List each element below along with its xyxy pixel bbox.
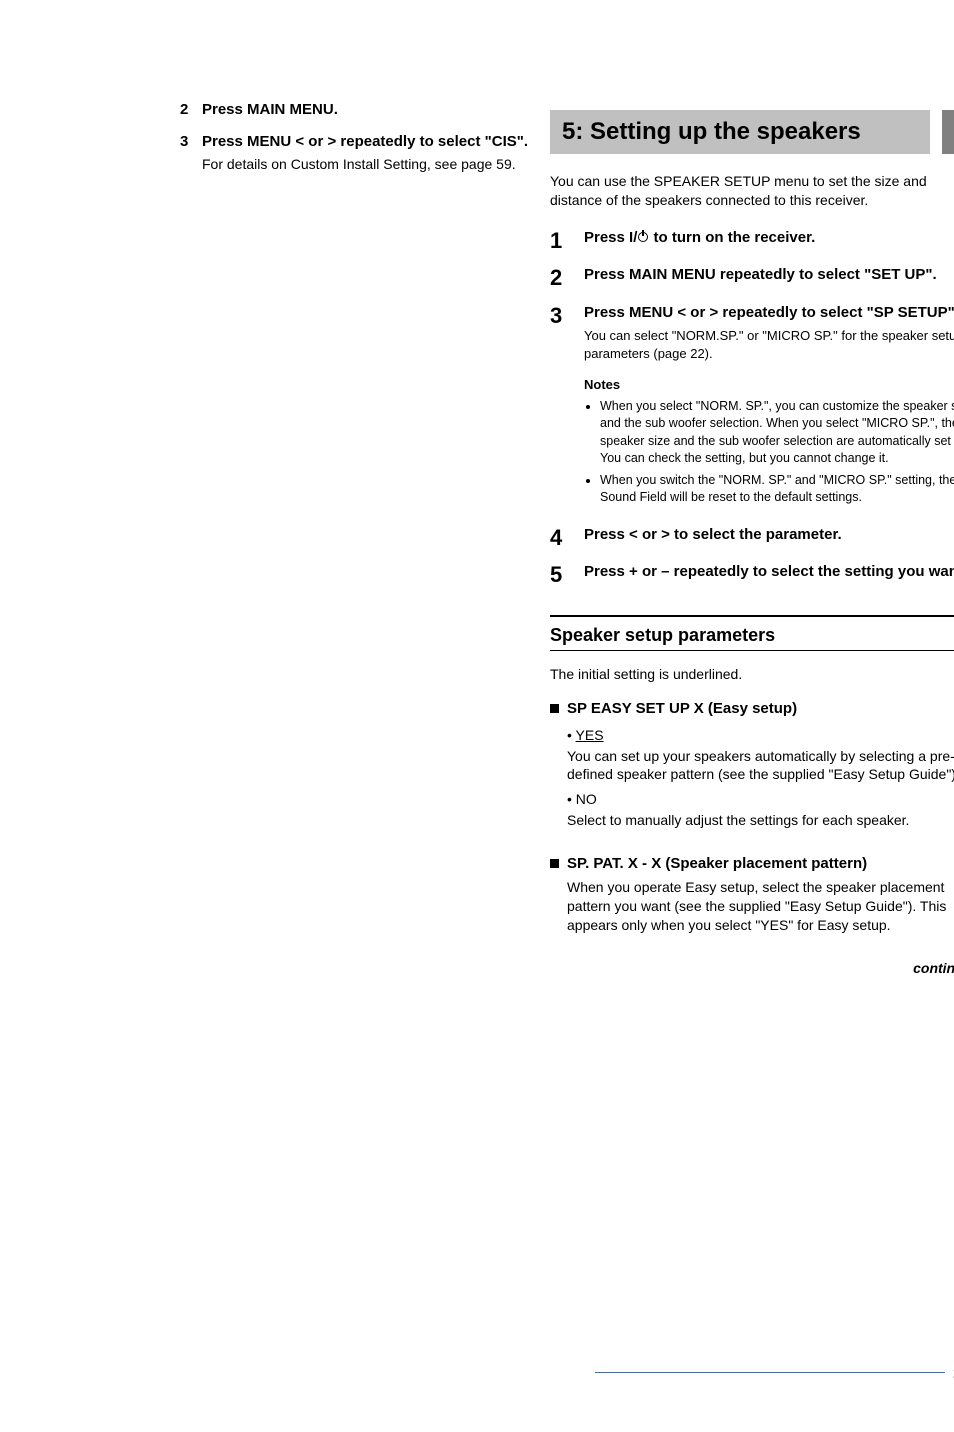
- param-subhead: Speaker setup parameters: [550, 623, 954, 647]
- param-easy-setup: SP EASY SET UP X (Easy setup) • YES You …: [550, 699, 954, 830]
- left-step-2-lead: Press MAIN MENU.: [202, 100, 530, 120]
- param-sp-pattern-title: SP. PAT. X - X (Speaker placement patter…: [567, 854, 867, 874]
- param-sp-pattern: SP. PAT. X - X (Speaker placement patter…: [550, 854, 954, 935]
- main-step-1-number: 1: [550, 228, 584, 253]
- main-step-5-lead: Press + or – repeatedly to select the se…: [584, 562, 954, 582]
- param-easy-setup-opt-no: • NO Select to manually adjust the setti…: [567, 790, 954, 830]
- param-sp-pattern-desc: When you operate Easy setup, select the …: [567, 878, 954, 935]
- left-step-2-number: 2: [180, 100, 202, 120]
- main-step-5-number: 5: [550, 562, 584, 587]
- footer-rule: [595, 1372, 945, 1373]
- param-easy-setup-title: SP EASY SET UP X (Easy setup): [567, 699, 797, 719]
- notes-head: Notes: [584, 376, 954, 394]
- left-step-3-lead: Press MENU < or > repeatedly to select "…: [202, 132, 530, 152]
- main-step-1-lead-pre: Press: [584, 229, 629, 246]
- main-step-1-lead: Press I/ to turn on the receiver.: [584, 228, 954, 248]
- main-step-4: 4 Press < or > to select the parameter.: [550, 525, 954, 550]
- page-footer: 19GB: [595, 1362, 954, 1382]
- main-step-1-lead-post: to turn on the receiver.: [649, 229, 815, 246]
- left-step-3-number: 3: [180, 132, 202, 173]
- left-column: 2 Press MAIN MENU. 3 Press MENU < or > r…: [180, 100, 530, 185]
- main-step-4-number: 4: [550, 525, 584, 550]
- subhead-rule-top: [550, 615, 954, 617]
- main-step-4-lead: Press < or > to select the parameter.: [584, 525, 954, 545]
- main-step-3-lead: Press MENU < or > repeatedly to select "…: [584, 303, 954, 323]
- param-opt-yes-label: YES: [576, 727, 604, 743]
- main-step-2: 2 Press MAIN MENU repeatedly to select "…: [550, 265, 954, 290]
- note-item-1: When you select "NORM. SP.", you can cus…: [600, 398, 954, 468]
- notes-list: When you select "NORM. SP.", you can cus…: [584, 398, 954, 507]
- section-heading: 5: Setting up the speakers: [550, 110, 930, 154]
- param-opt-no-desc: Select to manually adjust the settings f…: [567, 811, 954, 830]
- bullet-square-icon: [550, 859, 559, 868]
- main-step-3: 3 Press MENU < or > repeatedly to select…: [550, 303, 954, 511]
- initial-setting-note: The initial setting is underlined.: [550, 665, 954, 684]
- main-step-1: 1 Press I/ to turn on the receiver.: [550, 228, 954, 253]
- note-item-2: When you switch the "NORM. SP." and "MIC…: [600, 472, 954, 507]
- side-tab: [942, 110, 954, 154]
- main-step-3-note: You can select "NORM.SP." or "MICRO SP."…: [584, 327, 954, 362]
- param-opt-yes-desc: You can set up your speakers automatical…: [567, 747, 954, 785]
- left-step-3-sub: For details on Custom Install Setting, s…: [202, 155, 530, 174]
- main-step-2-lead: Press MAIN MENU repeatedly to select "SE…: [584, 265, 954, 285]
- param-easy-setup-opt-yes: • YES You can set up your speakers autom…: [567, 726, 954, 785]
- param-opt-no-label: NO: [576, 791, 597, 807]
- power-icon: [637, 231, 649, 243]
- main-step-2-number: 2: [550, 265, 584, 290]
- section-heading-band: 5: Setting up the speakers: [550, 110, 954, 154]
- right-column: 5: Setting up the speakers You can use t…: [550, 110, 954, 978]
- subhead-rule-bot: [550, 650, 954, 651]
- main-step-5: 5 Press + or – repeatedly to select the …: [550, 562, 954, 587]
- section-intro: You can use the SPEAKER SETUP menu to se…: [550, 172, 954, 210]
- left-step-3: 3 Press MENU < or > repeatedly to select…: [180, 132, 530, 173]
- main-step-3-number: 3: [550, 303, 584, 511]
- continued-label: continued: [550, 959, 954, 978]
- left-step-2: 2 Press MAIN MENU.: [180, 100, 530, 120]
- bullet-square-icon: [550, 704, 559, 713]
